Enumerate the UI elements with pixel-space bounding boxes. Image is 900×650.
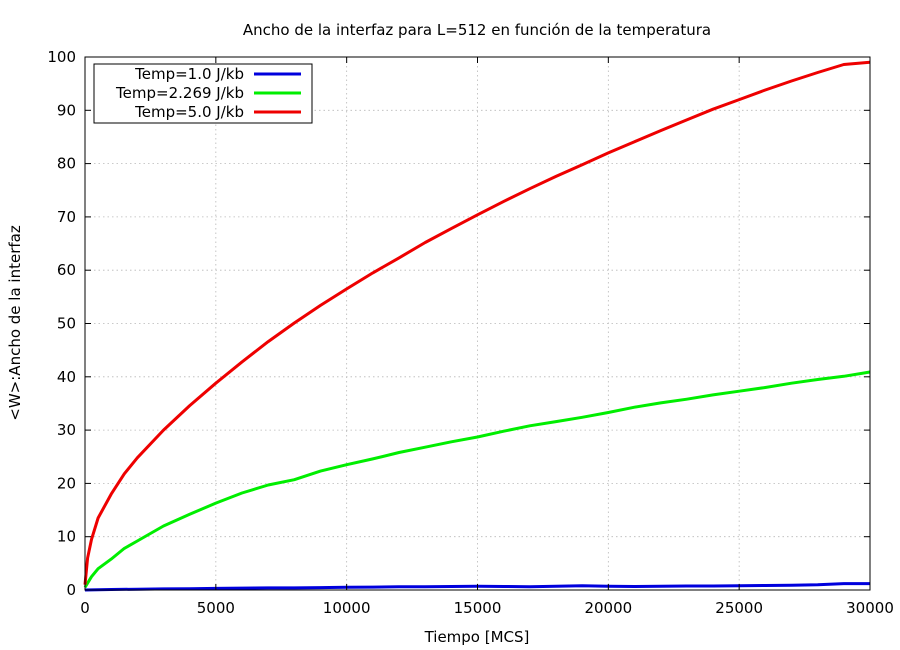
x-tick-label: 5000	[197, 599, 235, 617]
x-tick-label: 25000	[715, 599, 763, 617]
y-tick-label: 30	[57, 421, 76, 439]
y-tick-label: 40	[57, 368, 76, 386]
x-tick-label: 15000	[454, 599, 502, 617]
y-tick-label: 90	[57, 101, 76, 119]
chart-title: Ancho de la interfaz para L=512 en funci…	[243, 21, 711, 39]
legend-label-1: Temp=1.0 J/kb	[134, 65, 244, 83]
legend-label-2: Temp=2.269 J/kb	[115, 84, 244, 102]
x-axis-label: Tiempo [MCS]	[424, 628, 530, 646]
y-tick-label: 80	[57, 155, 76, 173]
y-tick-label: 10	[57, 528, 76, 546]
y-tick-label: 60	[57, 261, 76, 279]
series-line-2	[83, 370, 871, 589]
y-tick-label: 20	[57, 474, 76, 492]
tick-layer: 0 5000 10000 15000 20000 25000 30000 0 10 20 30 40 5…	[47, 48, 894, 617]
x-tick-label: 0	[80, 599, 90, 617]
x-tick-label: 10000	[323, 599, 371, 617]
x-tick-label: 20000	[584, 599, 632, 617]
y-tick-label: 0	[66, 581, 76, 599]
y-axis-label: <W>:Ancho de la interfaz	[6, 225, 24, 421]
y-tick-label: 100	[47, 48, 76, 66]
series-line-3	[83, 60, 871, 585]
legend-label-3: Temp=5.0 J/kb	[134, 103, 244, 121]
x-tick-label: 30000	[846, 599, 894, 617]
y-tick-label: 50	[57, 315, 76, 333]
y-tick-label: 70	[57, 208, 76, 226]
